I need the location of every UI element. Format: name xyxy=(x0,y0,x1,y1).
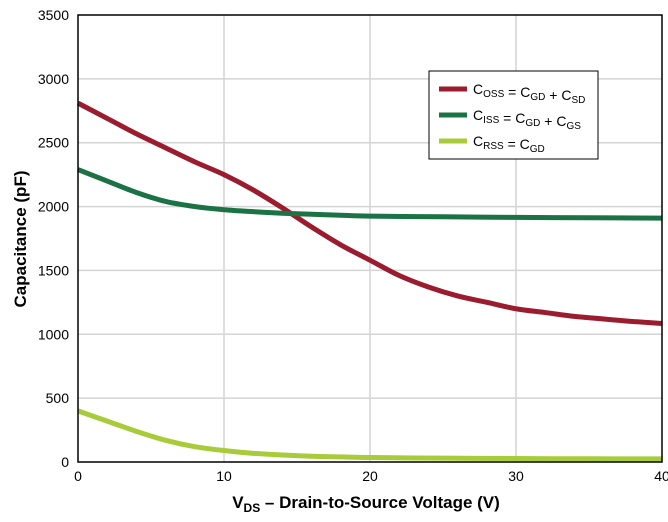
y-tick-labels: 0 500 1000 1500 2000 2500 3000 3500 xyxy=(38,7,69,470)
legend-label-c-rss: CRSS = CGD xyxy=(473,133,545,155)
grid-lines xyxy=(78,15,662,462)
y-tick-label: 500 xyxy=(46,390,70,406)
x-tick-label: 20 xyxy=(362,468,378,484)
x-tick-labels: 0 10 20 30 40 xyxy=(74,468,668,484)
y-tick-label: 1000 xyxy=(38,326,69,342)
x-axis-label-rest: – Drain-to-Source Voltage (V) xyxy=(260,493,500,512)
series-lines xyxy=(76,100,663,462)
y-tick-label: 0 xyxy=(61,454,69,470)
x-axis-label-sub: DS xyxy=(244,501,261,515)
legend-subscript: GD xyxy=(530,92,545,103)
x-tick-label: 0 xyxy=(74,468,82,484)
legend-symbol: C xyxy=(473,81,483,97)
x-axis-label: VDS – Drain-to-Source Voltage (V) xyxy=(232,493,500,515)
legend-subscript: GS xyxy=(566,121,581,132)
legend-label-c-iss: CISS = CGD + CGS xyxy=(473,107,581,132)
legend-symbol: C xyxy=(561,87,571,103)
legend-subscript: ISS xyxy=(483,115,499,126)
series-line-c-iss xyxy=(77,167,663,221)
legend-label-c-oss: COSS = CGD + CSD xyxy=(473,81,585,106)
legend-symbol: C xyxy=(556,113,566,129)
legend-symbol: C xyxy=(473,107,483,123)
legend-subscript: GD xyxy=(530,144,545,155)
legend-subscript: GD xyxy=(525,118,540,129)
legend-symbol: C xyxy=(515,110,525,126)
y-tick-label: 1500 xyxy=(38,262,69,278)
legend-symbol: C xyxy=(473,133,483,149)
x-tick-label: 40 xyxy=(654,468,668,484)
series-line-c-rss xyxy=(77,408,663,462)
series-line-c-oss xyxy=(76,100,663,326)
y-tick-label: 2500 xyxy=(38,135,69,151)
y-tick-label: 3500 xyxy=(38,7,69,23)
x-tick-label: 10 xyxy=(216,468,232,484)
y-axis-label: Capacitance (pF) xyxy=(11,171,30,308)
legend-subscript: RSS xyxy=(483,141,504,152)
x-axis-label-main: V xyxy=(232,493,244,512)
legend-symbol: C xyxy=(520,136,530,152)
legend-subscript: OSS xyxy=(483,89,504,100)
legend-symbol: C xyxy=(520,84,530,100)
y-tick-label: 2000 xyxy=(38,199,69,215)
x-tick-label: 30 xyxy=(508,468,524,484)
legend-subscript: SD xyxy=(571,95,585,106)
plot-frame xyxy=(77,14,663,463)
y-tick-label: 3000 xyxy=(38,71,69,87)
